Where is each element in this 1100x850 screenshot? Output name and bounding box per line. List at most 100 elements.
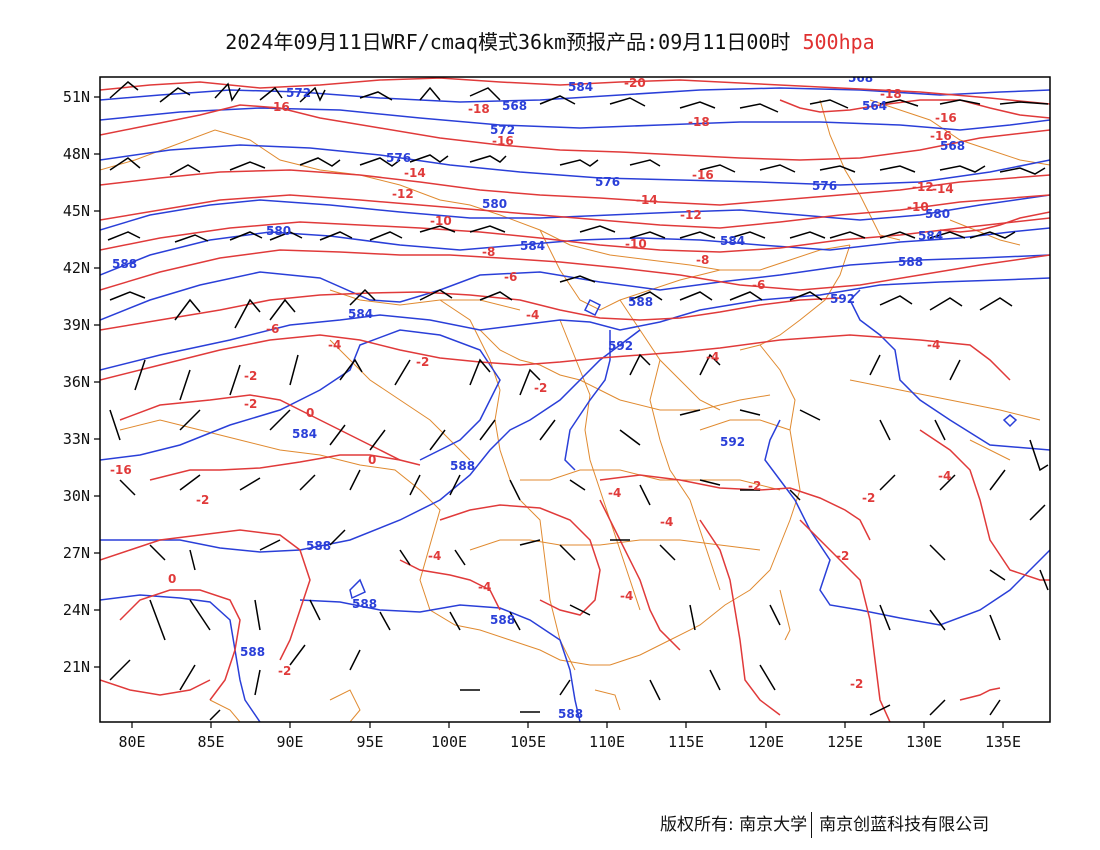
temperature-label: -18 (688, 115, 710, 129)
title-level: 500hpa (802, 30, 875, 54)
temperature-label: -10 (430, 214, 452, 228)
temperature-labels: -16 -18 -20 -18 -16 -16 -14 -16 -14 -12 … (110, 77, 957, 691)
temperature-label: -2 (244, 369, 257, 383)
temperature-label: -16 (692, 168, 714, 182)
height-label: 592 (608, 339, 633, 353)
temperature-label: -16 (492, 134, 514, 148)
lat-tick-label: 48N (63, 145, 90, 163)
temperature-label: -2 (244, 397, 257, 411)
height-label: 584 (348, 307, 373, 321)
lon-tick-label: 130E (906, 733, 942, 751)
lat-tick-label: 33N (63, 430, 90, 448)
temperature-label: 0 (168, 572, 176, 586)
temperature-label: -16 (268, 100, 290, 114)
temperature-label: -6 (504, 270, 517, 284)
height-labels: 572 584 568 572 576 576 580 584 576 580 … (112, 71, 965, 721)
temperature-label: 0 (368, 453, 376, 467)
height-label: 580 (925, 207, 950, 221)
copyright: 版权所有: 南京大学 南京创蓝科技有限公司 (660, 810, 989, 838)
lon-tick-label: 95E (356, 733, 383, 751)
lat-tick-label: 51N (63, 88, 90, 106)
height-label: 588 (628, 295, 653, 309)
temperature-label: -10 (907, 200, 929, 214)
temperature-label: -6 (752, 278, 765, 292)
height-label: 576 (386, 151, 411, 165)
temperature-label: -14 (404, 166, 426, 180)
height-label: 592 (830, 292, 855, 306)
height-label: 592 (720, 435, 745, 449)
temperature-contours (100, 77, 1050, 722)
temperature-label: -4 (706, 350, 719, 364)
lon-tick-label: 105E (510, 733, 546, 751)
temperature-label: -2 (278, 664, 291, 678)
temperature-label: -16 (110, 463, 132, 477)
lat-tick-label: 45N (63, 202, 90, 220)
height-contours (100, 87, 1050, 722)
height-label: 580 (266, 224, 291, 238)
height-label: 588 (240, 645, 265, 659)
lat-tick-label: 24N (63, 601, 90, 619)
height-label: 588 (306, 539, 331, 553)
temperature-label: 0 (306, 406, 314, 420)
temperature-label: -4 (328, 338, 341, 352)
lat-tick-label: 21N (63, 658, 90, 676)
height-label: 588 (490, 613, 515, 627)
height-label: 568 (940, 139, 965, 153)
height-label: 568 (502, 99, 527, 113)
map-title: 2024年09月11日WRF/cmaq模式36km预报产品:09月11日00时 … (0, 26, 1100, 55)
height-label: 584 (918, 229, 943, 243)
temperature-label: -2 (862, 491, 875, 505)
height-label: 588 (898, 255, 923, 269)
height-label: 584 (292, 427, 317, 441)
lon-tick-label: 125E (827, 733, 863, 751)
height-label: 584 (520, 239, 545, 253)
temperature-label: -2 (534, 381, 547, 395)
temperature-label: -12 (912, 180, 934, 194)
temperature-label: -4 (938, 469, 951, 483)
height-label: 588 (558, 707, 583, 721)
lon-tick-label: 80E (118, 733, 145, 751)
temperature-label: -14 (932, 182, 954, 196)
temperature-label: -2 (416, 355, 429, 369)
tick-marks (94, 96, 1004, 728)
copyright-divider (811, 812, 813, 838)
lat-axis: 51N 48N 45N 42N 39N 36N 33N 30N 27N 24N … (63, 88, 90, 676)
lon-tick-label: 90E (276, 733, 303, 751)
lon-tick-label: 115E (668, 733, 704, 751)
temperature-label: -12 (392, 187, 414, 201)
plot-frame (99, 76, 1051, 723)
height-label: 588 (450, 459, 475, 473)
temperature-label: -12 (680, 208, 702, 222)
lat-tick-label: 30N (63, 487, 90, 505)
temperature-label: -8 (482, 245, 495, 259)
lat-tick-label: 36N (63, 373, 90, 391)
lon-tick-label: 100E (431, 733, 467, 751)
temperature-label: -2 (850, 677, 863, 691)
temperature-label: -8 (696, 253, 709, 267)
lon-tick-label: 135E (985, 733, 1021, 751)
boundary-lines (100, 99, 1050, 722)
plot-area: 572 584 568 572 576 576 580 584 576 580 … (100, 71, 1050, 722)
wind-barbs (107, 81, 1049, 721)
temperature-label: -4 (927, 338, 940, 352)
lon-tick-label: 110E (589, 733, 625, 751)
lon-axis: 80E 85E 90E 95E 100E 105E 110E 115E 120E… (118, 733, 1021, 751)
temperature-label: -4 (428, 549, 441, 563)
height-label: 568 (848, 71, 873, 85)
temperature-label: -4 (526, 308, 539, 322)
temperature-label: -6 (266, 322, 279, 336)
height-label: 588 (112, 257, 137, 271)
temperature-label: -4 (620, 589, 633, 603)
lat-tick-label: 42N (63, 259, 90, 277)
temperature-label: -16 (935, 111, 957, 125)
height-label: 588 (352, 597, 377, 611)
height-label: 576 (812, 179, 837, 193)
temperature-label: -4 (660, 515, 673, 529)
temperature-label: -18 (880, 87, 902, 101)
height-label: 564 (862, 99, 887, 113)
title-main: 2024年09月11日WRF/cmaq模式36km预报产品:09月11日00时 (225, 30, 791, 54)
height-label: 584 (568, 80, 593, 94)
copyright-left: 版权所有: 南京大学 (660, 815, 808, 835)
temperature-label: -4 (478, 580, 491, 594)
